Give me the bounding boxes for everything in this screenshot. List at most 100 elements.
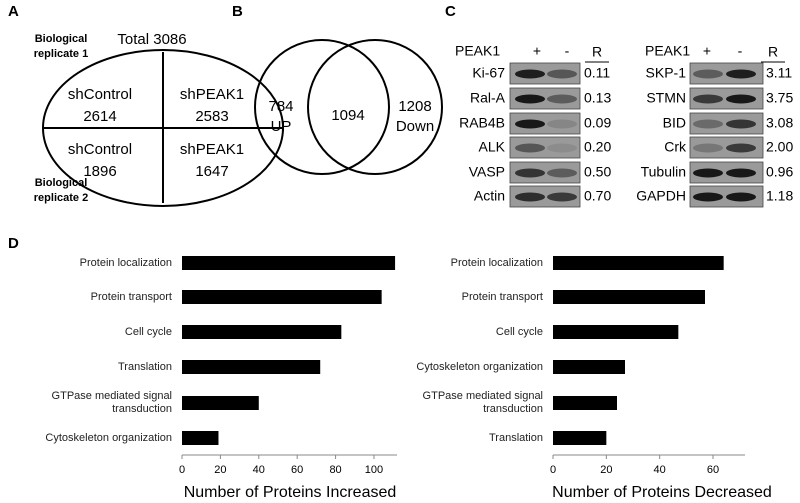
x-tick-label: 80 bbox=[329, 464, 341, 476]
protein-name: STMN bbox=[646, 90, 686, 106]
venn-count: 1094 bbox=[331, 107, 364, 124]
x-tick-label: 20 bbox=[214, 464, 226, 476]
protein-name: Tubulin bbox=[641, 164, 686, 180]
lane-minus: - bbox=[565, 43, 570, 59]
panel-label: D bbox=[8, 235, 19, 252]
ratio-value: 3.11 bbox=[766, 65, 792, 81]
protein-name: VASP bbox=[469, 164, 505, 180]
blot-band bbox=[726, 168, 756, 178]
blot-band bbox=[547, 94, 577, 104]
venn-count: 1208 bbox=[398, 98, 431, 115]
category-label: Protein localization bbox=[450, 256, 543, 269]
bar bbox=[182, 360, 321, 374]
protein-name: Ki-67 bbox=[472, 65, 505, 81]
x-tick-label: 0 bbox=[550, 464, 556, 476]
cell-name: shControl bbox=[68, 86, 132, 103]
bar bbox=[553, 431, 607, 445]
cell-count: 1896 bbox=[83, 163, 116, 180]
x-axis-title: Number of Proteins Decreased bbox=[552, 484, 772, 501]
blot-strip bbox=[509, 161, 581, 184]
x-tick-label: 40 bbox=[654, 464, 666, 476]
x-tick-label: 60 bbox=[291, 464, 303, 476]
blot-band bbox=[693, 143, 723, 153]
protein-name: SKP-1 bbox=[646, 65, 687, 81]
venn-circle bbox=[254, 39, 390, 175]
ratio-value: 1.18 bbox=[766, 188, 793, 204]
protein-name: Crk bbox=[664, 139, 687, 155]
ratio-value: 0.20 bbox=[584, 139, 611, 155]
lane-plus: + bbox=[533, 43, 541, 59]
blot-strip bbox=[509, 87, 581, 110]
lane-plus: + bbox=[703, 43, 711, 59]
bar bbox=[553, 360, 625, 374]
blot-band bbox=[693, 119, 723, 129]
total-label: Total 3086 bbox=[117, 31, 186, 48]
ratio-header: R bbox=[592, 44, 602, 60]
panel-label: C bbox=[445, 3, 456, 20]
x-tick-label: 100 bbox=[365, 464, 383, 476]
category-label: Protein localization bbox=[79, 256, 172, 269]
cell-name: shControl bbox=[68, 141, 132, 158]
blot-band bbox=[693, 168, 723, 178]
ratio-value: 2.00 bbox=[766, 139, 793, 155]
category-label: Translation bbox=[117, 360, 172, 373]
bar bbox=[182, 396, 259, 410]
protein-name: Ral-A bbox=[470, 90, 506, 106]
blot-strip bbox=[509, 136, 581, 159]
protein-name: RAB4B bbox=[459, 115, 505, 131]
blot-band bbox=[547, 192, 577, 202]
protein-name: Actin bbox=[474, 188, 505, 204]
replicate-label: Biological replicate 1 bbox=[33, 33, 89, 60]
cell-count: 2614 bbox=[83, 108, 116, 125]
ratio-value: 0.50 bbox=[584, 164, 611, 180]
blot-band bbox=[726, 94, 756, 104]
ratio-value: 0.70 bbox=[584, 188, 611, 204]
cell-name: shPEAK1 bbox=[180, 141, 244, 158]
venn-text: UP bbox=[271, 118, 292, 135]
x-axis-title: Number of Proteins Increased bbox=[184, 484, 397, 501]
x-tick-label: 40 bbox=[253, 464, 265, 476]
category-label: Cell cycle bbox=[124, 325, 172, 338]
bar bbox=[553, 256, 724, 270]
cell-count: 1647 bbox=[195, 163, 228, 180]
bar bbox=[182, 325, 342, 339]
protein-name: BID bbox=[663, 115, 686, 131]
ratio-value: 0.13 bbox=[584, 90, 611, 106]
lane-minus: - bbox=[738, 43, 743, 59]
ratio-value: 0.96 bbox=[766, 164, 793, 180]
category-label: Cytoskeleton organization bbox=[416, 360, 543, 373]
blot-header: PEAK1 bbox=[645, 43, 690, 59]
blot-strip bbox=[509, 62, 581, 85]
venn-text: Down bbox=[396, 118, 434, 135]
panel-label: B bbox=[232, 3, 243, 20]
bar bbox=[553, 325, 679, 339]
x-tick-label: 20 bbox=[600, 464, 612, 476]
blot-band bbox=[515, 119, 545, 129]
blot-strip bbox=[509, 185, 581, 208]
ratio-header: R bbox=[768, 44, 778, 60]
bar bbox=[182, 256, 396, 270]
ratio-value: 3.08 bbox=[766, 115, 793, 131]
blot-band bbox=[726, 119, 756, 129]
x-tick-label: 60 bbox=[707, 464, 719, 476]
blot-band bbox=[726, 192, 756, 202]
blot-band bbox=[726, 69, 756, 79]
cell-name: shPEAK1 bbox=[180, 86, 244, 103]
blot-band bbox=[547, 69, 577, 79]
blot-band bbox=[693, 69, 723, 79]
bar bbox=[182, 431, 219, 445]
x-tick-label: 0 bbox=[179, 464, 185, 476]
panel-label: A bbox=[8, 3, 19, 20]
category-label: Protein transport bbox=[90, 290, 172, 303]
category-label: Cytoskeleton organization bbox=[45, 431, 172, 444]
bar bbox=[182, 290, 382, 304]
ratio-value: 0.11 bbox=[584, 65, 610, 81]
bar bbox=[553, 396, 617, 410]
venn-count: 784 bbox=[268, 98, 293, 115]
blot-band bbox=[515, 168, 545, 178]
category-label: GTPase mediated signal transduction bbox=[51, 390, 172, 415]
blot-band bbox=[515, 94, 545, 104]
blot-band bbox=[547, 143, 577, 153]
